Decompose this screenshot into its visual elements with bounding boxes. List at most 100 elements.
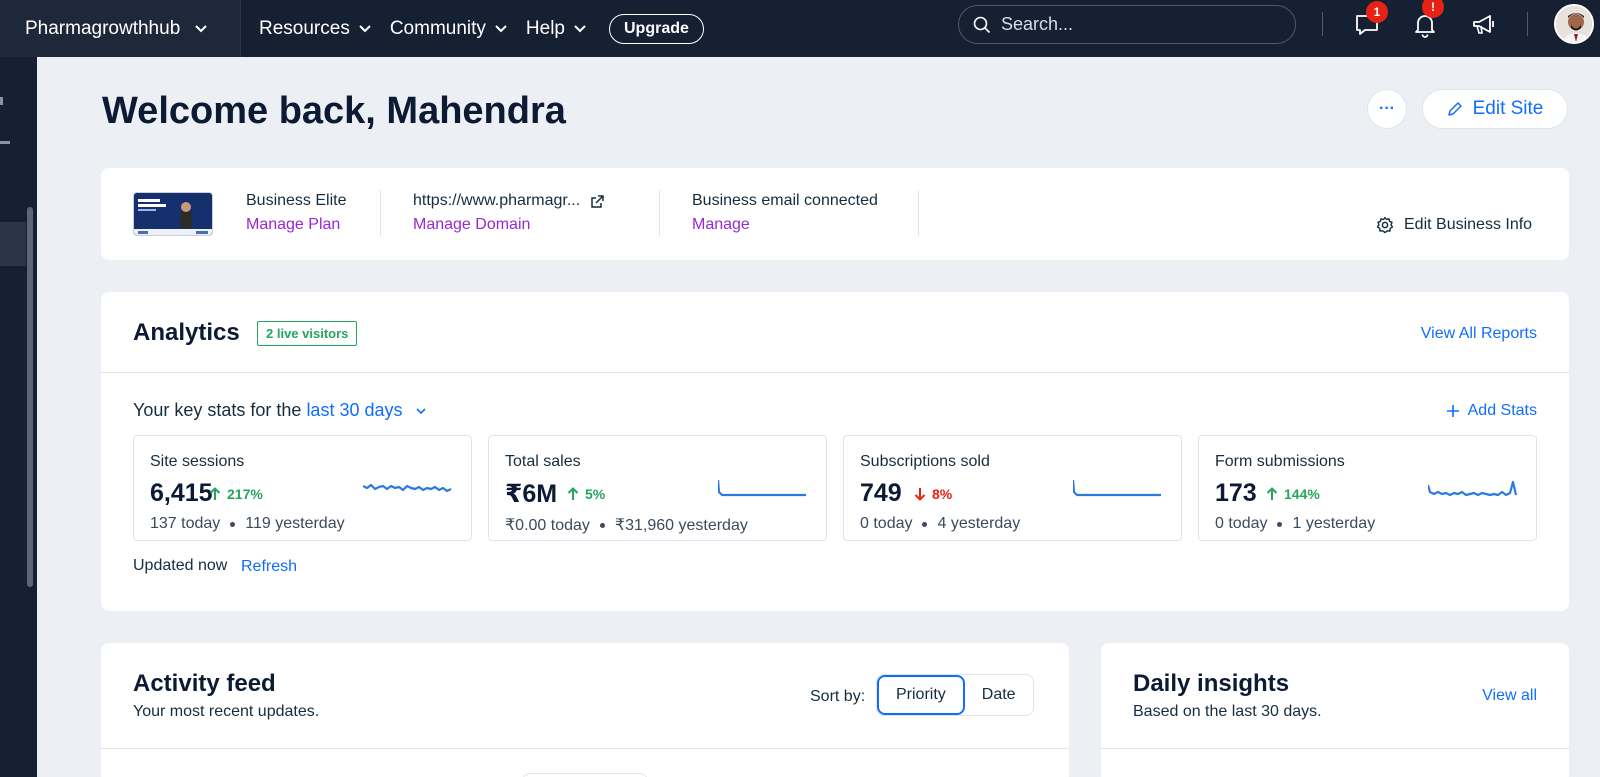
key-stats-heading: Your key stats for the last 30 days	[133, 400, 427, 421]
divider	[101, 372, 1569, 373]
arrow-up-icon	[567, 487, 579, 500]
add-stats-label: Add Stats	[1467, 402, 1537, 419]
domain-url[interactable]: https://www.pharmagr...	[413, 192, 581, 209]
stat-value: 749	[860, 479, 902, 507]
edit-site-button[interactable]: Edit Site	[1422, 89, 1568, 129]
user-photo-icon	[1556, 6, 1592, 42]
stat-card-form-submissions[interactable]: Form submissions 173 144% 0 today 1 yeste…	[1198, 435, 1537, 541]
edit-business-info-label: Edit Business Info	[1404, 216, 1533, 233]
stat-card-subscriptions-sold[interactable]: Subscriptions sold 749 8% 0 today 4 yeste…	[843, 435, 1182, 541]
sparkline	[1073, 480, 1161, 497]
site-thumbnail[interactable]	[133, 192, 213, 236]
site-name: Pharmagrowthhub	[25, 17, 181, 39]
manage-domain-link[interactable]: Manage Domain	[413, 216, 531, 233]
stat-subtext: ₹0.00 today ₹31,960 yesterday	[505, 515, 748, 535]
upgrade-button[interactable]: Upgrade	[608, 13, 704, 44]
stat-name: Subscriptions sold	[860, 453, 990, 470]
add-stats-button[interactable]: Add Stats	[1446, 402, 1537, 420]
daily-insights-card: Daily insights Based on the last 30 days…	[1101, 643, 1569, 777]
chevron-down-icon	[495, 24, 507, 32]
view-all-reports-link[interactable]: View All Reports	[1420, 325, 1537, 342]
separator-dot	[599, 522, 605, 528]
activity-feed-subtitle: Your most recent updates.	[133, 703, 320, 720]
sparkline	[1428, 480, 1518, 497]
stat-today: 137 today	[150, 515, 221, 532]
gear-icon	[1376, 216, 1394, 234]
stat-today: 0 today	[860, 515, 913, 532]
stat-yesterday: 1 yesterday	[1292, 515, 1376, 532]
plus-icon	[1446, 405, 1459, 417]
divider	[1527, 12, 1528, 36]
divider	[380, 190, 381, 236]
sort-priority-option[interactable]: Priority	[877, 675, 965, 715]
stat-name: Form submissions	[1215, 453, 1345, 470]
divider	[659, 190, 660, 236]
messages-button[interactable]: 1	[1352, 1, 1388, 40]
view-all-link[interactable]: View all	[1482, 687, 1537, 704]
nav-resources[interactable]: Resources	[259, 18, 372, 40]
email-info: Business email connected Manage	[692, 192, 878, 234]
search-input[interactable]: Search...	[958, 5, 1296, 44]
divider	[918, 190, 919, 236]
sort-date-option[interactable]: Date	[981, 686, 1016, 703]
top-bar: Pharmagrowthhub Resources Community Help…	[0, 0, 1600, 57]
nav-resources-label: Resources	[259, 17, 350, 39]
more-actions-button[interactable]: ···	[1367, 89, 1407, 129]
sidebar-item-marker	[0, 141, 10, 144]
daily-insights-subtitle: Based on the last 30 days.	[1133, 703, 1322, 720]
search-icon	[973, 16, 991, 33]
sort-toggle: Priority Date	[876, 674, 1034, 716]
avatar[interactable]	[1554, 4, 1594, 44]
sidebar-scrollbar[interactable]	[27, 207, 33, 587]
stat-value: 173	[1215, 479, 1257, 507]
manage-plan-link[interactable]: Manage Plan	[246, 216, 341, 233]
stat-card-site-sessions[interactable]: Site sessions 6,415 217% 137 today 119 ye…	[133, 435, 472, 541]
sparkline	[363, 483, 452, 493]
page-title: Welcome back, Mahendra	[102, 90, 566, 132]
pencil-icon	[1447, 102, 1462, 116]
nav-community[interactable]: Community	[390, 18, 508, 40]
external-link-icon[interactable]	[590, 194, 605, 209]
updated-status: Updated now	[133, 557, 228, 574]
live-visitors-badge[interactable]: 2 live visitors	[257, 321, 358, 346]
announcements-button[interactable]	[1469, 10, 1499, 40]
activity-feed-card: Activity feed Your most recent updates. …	[101, 643, 1069, 777]
stat-today: 0 today	[1215, 515, 1268, 532]
stat-subtext: 0 today 1 yesterday	[1215, 515, 1375, 533]
arrow-up-icon	[1266, 487, 1278, 500]
stat-yesterday: 119 yesterday	[245, 515, 345, 532]
chevron-down-icon	[574, 24, 586, 32]
manage-email-link[interactable]: Manage	[692, 216, 750, 233]
megaphone-icon	[1473, 15, 1494, 34]
edit-site-label: Edit Site	[1472, 98, 1544, 119]
analytics-card: Analytics 2 live visitors View All Repor…	[101, 292, 1569, 611]
stat-card-total-sales[interactable]: Total sales ₹6M 5% ₹0.00 today ₹31,960 ye…	[488, 435, 827, 541]
arrow-down-icon	[914, 488, 926, 501]
sort-by-label: Sort by:	[810, 688, 866, 705]
notifications-badge: !	[1422, 0, 1444, 18]
stat-yesterday: 4 yesterday	[937, 515, 1021, 532]
notifications-button[interactable]: !	[1410, 0, 1444, 40]
date-range-dropdown[interactable]: last 30 days	[306, 400, 403, 420]
nav-help[interactable]: Help	[526, 18, 587, 40]
stat-change: 5%	[567, 486, 605, 502]
stat-change-value: 217%	[227, 486, 263, 502]
site-switcher[interactable]: Pharmagrowthhub	[0, 0, 241, 57]
daily-insights-title: Daily insights	[1133, 670, 1290, 697]
separator-dot	[230, 521, 236, 527]
refresh-link[interactable]: Refresh	[241, 558, 298, 575]
chevron-down-icon[interactable]	[415, 407, 427, 415]
analytics-title: Analytics	[133, 319, 240, 346]
stat-name: Site sessions	[150, 453, 245, 470]
chevron-down-icon	[195, 24, 207, 32]
edit-business-info-button[interactable]: Edit Business Info	[1376, 216, 1532, 234]
left-sidebar	[0, 57, 37, 777]
arrow-up-icon	[209, 487, 221, 500]
stat-change: 144%	[1266, 486, 1320, 502]
divider	[1322, 12, 1323, 36]
separator-dot	[922, 521, 928, 527]
sidebar-item-selected[interactable]	[0, 222, 26, 266]
activity-feed-title: Activity feed	[133, 670, 276, 697]
business-info-card: Business Elite Manage Plan https://www.p…	[101, 168, 1569, 260]
email-status: Business email connected	[692, 192, 878, 209]
